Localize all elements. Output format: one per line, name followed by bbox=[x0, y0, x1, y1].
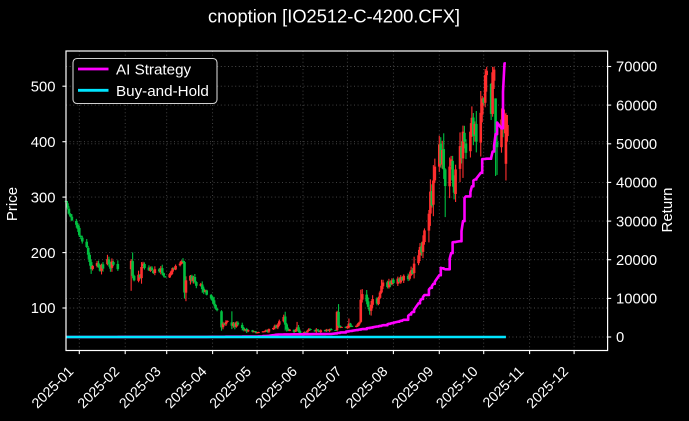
svg-text:200: 200 bbox=[31, 246, 56, 262]
svg-text:AI Strategy: AI Strategy bbox=[116, 62, 192, 79]
svg-text:30000: 30000 bbox=[616, 214, 657, 230]
svg-text:300: 300 bbox=[31, 190, 56, 206]
svg-text:60000: 60000 bbox=[616, 98, 657, 114]
svg-text:100: 100 bbox=[31, 301, 56, 317]
svg-text:500: 500 bbox=[31, 79, 56, 95]
svg-text:10000: 10000 bbox=[616, 292, 657, 308]
svg-text:40000: 40000 bbox=[616, 176, 657, 192]
svg-text:20000: 20000 bbox=[616, 253, 657, 269]
svg-text:Price: Price bbox=[4, 187, 21, 221]
svg-text:400: 400 bbox=[31, 135, 56, 151]
svg-text:70000: 70000 bbox=[616, 60, 657, 76]
svg-text:0: 0 bbox=[616, 330, 624, 346]
svg-text:cnoption [IO2512-C-4200.CFX]: cnoption [IO2512-C-4200.CFX] bbox=[208, 6, 460, 27]
svg-text:50000: 50000 bbox=[616, 137, 657, 153]
svg-text:Buy-and-Hold: Buy-and-Hold bbox=[116, 83, 209, 100]
svg-text:Return: Return bbox=[659, 187, 676, 232]
